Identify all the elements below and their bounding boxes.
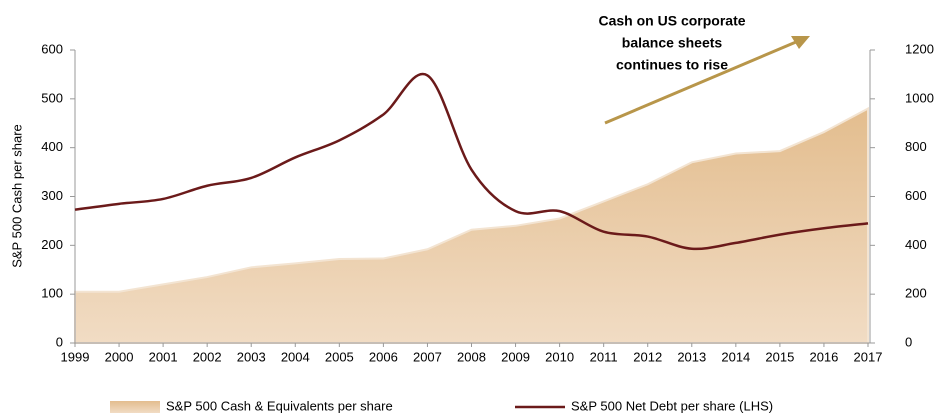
- line: [74, 72, 869, 251]
- y2-tick-label: 800: [905, 139, 927, 154]
- annotation: continues to rise: [616, 57, 728, 73]
- x-tick-label: 2001: [149, 349, 178, 364]
- arrow-head: [791, 36, 810, 49]
- x-tick-label: 2009: [501, 349, 530, 364]
- y2-tick-label: 0: [905, 334, 912, 349]
- area: [74, 106, 869, 344]
- x-tick-label: 2017: [854, 349, 883, 364]
- y2-tick-label: 1200: [905, 41, 934, 56]
- y2-tick-label: 200: [905, 286, 927, 301]
- legend-swatch: [110, 401, 160, 413]
- x-tick-label: 2013: [677, 349, 706, 364]
- legend-label: S&P 500 Net Debt per share (LHS): [571, 398, 773, 413]
- x-tick-label: 2006: [369, 349, 398, 364]
- y-axis-label: S&P 500 Cash per share: [9, 124, 24, 268]
- x-tick-label: 2012: [633, 349, 662, 364]
- arrow: [604, 40, 797, 125]
- x-tick-label: 2002: [193, 349, 222, 364]
- x-tick-label: 2003: [237, 349, 266, 364]
- y2-tick-label: 1000: [905, 90, 934, 105]
- y-tick-label: 100: [41, 286, 63, 301]
- y-tick-label: 500: [41, 90, 63, 105]
- x-tick-label: 1999: [61, 349, 90, 364]
- x-tick-label: 2015: [765, 349, 794, 364]
- y2-tick-label: 600: [905, 188, 927, 203]
- y-tick-label: 300: [41, 188, 63, 203]
- x-tick-label: 2014: [721, 349, 750, 364]
- y-tick-label: 200: [41, 237, 63, 252]
- x-tick-label: 2004: [281, 349, 310, 364]
- y-tick-label: 600: [41, 41, 63, 56]
- x-tick-label: 2008: [457, 349, 486, 364]
- y-tick-label: 400: [41, 139, 63, 154]
- annotation: balance sheets: [622, 35, 723, 51]
- x-tick-label: 2011: [590, 349, 618, 364]
- legend-label: S&P 500 Cash & Equivalents per share: [166, 398, 393, 413]
- x-tick-label: 2000: [105, 349, 134, 364]
- x-tick-label: 2010: [545, 349, 574, 364]
- y-tick-label: 0: [56, 334, 63, 349]
- annotation: Cash on US corporate: [598, 13, 745, 29]
- x-tick-label: 2007: [413, 349, 442, 364]
- x-tick-label: 2005: [325, 349, 354, 364]
- y2-tick-label: 400: [905, 237, 927, 252]
- x-tick-label: 2016: [809, 349, 838, 364]
